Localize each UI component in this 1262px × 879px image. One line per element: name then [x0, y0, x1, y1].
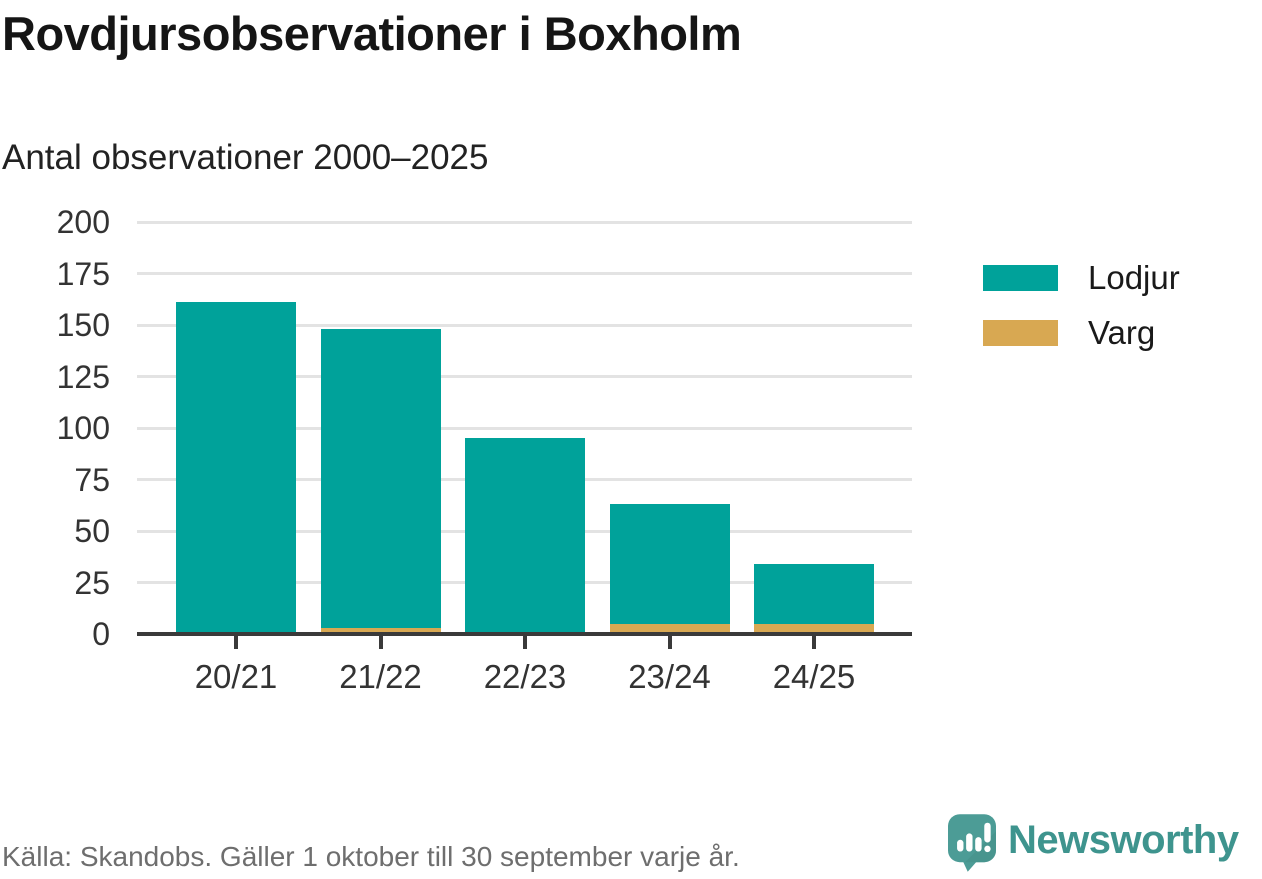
legend-swatch-lodjur — [983, 265, 1058, 291]
y-axis-tick-label: 75 — [74, 461, 110, 498]
gridline-150 — [137, 323, 912, 327]
x-axis-tick — [667, 636, 672, 649]
x-axis-tick — [523, 636, 527, 649]
x-axis-tick-label: 22/23 — [483, 658, 567, 695]
legend-swatch-varg — [983, 320, 1058, 346]
x-axis-tick-label: 21/22 — [339, 658, 422, 695]
chart-subtitle: Antal observationer 2000–2025 — [2, 138, 489, 177]
y-axis-tick-label: 100 — [56, 410, 110, 446]
newsworthy-logo-icon — [948, 814, 996, 872]
gridline-125 — [137, 375, 912, 378]
x-axis-tick-label: 24/25 — [772, 658, 856, 695]
bar-segment-varg-24/25 — [754, 623, 874, 634]
y-axis-tick-label: 125 — [56, 358, 110, 395]
source-note: Källa: Skandobs. Gäller 1 oktober till 3… — [2, 841, 740, 872]
legend-label-varg: Varg — [1088, 314, 1156, 351]
bar-segment-lodjur-24/25 — [754, 563, 874, 624]
y-axis-tick-label: 200 — [56, 204, 110, 240]
legend-item-varg: Varg — [983, 314, 1262, 372]
gridline-200 — [137, 220, 912, 224]
x-axis-tick — [234, 636, 238, 649]
x-axis-tick — [378, 636, 383, 649]
y-axis-tick-label: 0 — [92, 616, 110, 652]
bar-segment-lodjur-22/23 — [465, 438, 585, 634]
bar-segment-lodjur-20/21 — [176, 302, 296, 634]
newsworthy-logo: Newsworthy — [948, 814, 1260, 874]
y-axis-tick-label: 25 — [74, 564, 110, 601]
bar-segment-lodjur-23/24 — [609, 504, 730, 624]
y-axis-tick-label: 175 — [56, 255, 110, 292]
legend-label-lodjur: Lodjur — [1088, 259, 1180, 296]
x-axis-tick — [812, 636, 816, 649]
legend-item-lodjur: Lodjur — [983, 259, 1262, 317]
bar-segment-lodjur-21/22 — [320, 329, 441, 628]
y-axis-tick-label: 150 — [56, 307, 110, 343]
gridline-100 — [137, 426, 912, 430]
gridline-175 — [137, 272, 912, 275]
chart-title: Rovdjursobservationer i Boxholm — [2, 7, 742, 60]
x-axis-tick-label: 23/24 — [628, 658, 711, 695]
x-axis-tick-label: 20/21 — [194, 658, 278, 695]
bar-segment-varg-21/22 — [320, 627, 441, 634]
x-axis-line — [137, 632, 912, 636]
newsworthy-wordmark: Newsworthy — [1008, 818, 1239, 862]
bar-segment-varg-23/24 — [609, 623, 730, 634]
y-axis-tick-label: 50 — [74, 513, 110, 549]
